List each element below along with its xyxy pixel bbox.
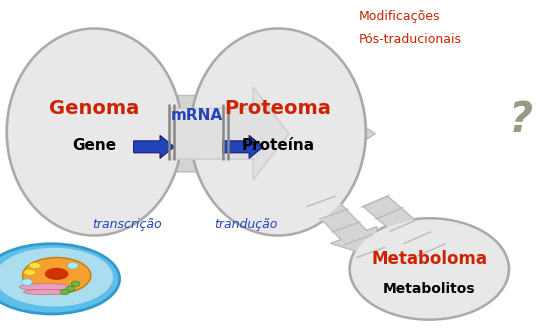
Ellipse shape: [24, 289, 68, 295]
Text: ?: ?: [509, 99, 533, 142]
Ellipse shape: [351, 219, 508, 318]
Text: trandução: trandução: [214, 218, 278, 231]
Ellipse shape: [29, 263, 41, 269]
Text: transcrição: transcrição: [92, 218, 161, 231]
Circle shape: [60, 289, 69, 295]
Ellipse shape: [0, 248, 113, 307]
Text: Pós-traducionais: Pós-traducionais: [359, 33, 462, 46]
Text: Proteoma: Proteoma: [225, 99, 332, 118]
Text: Metaboloma: Metaboloma: [372, 250, 487, 268]
Ellipse shape: [5, 27, 184, 237]
Text: Gene: Gene: [72, 138, 117, 153]
Ellipse shape: [23, 257, 91, 294]
Circle shape: [66, 286, 75, 291]
Polygon shape: [170, 87, 289, 180]
Ellipse shape: [189, 27, 367, 237]
Ellipse shape: [348, 217, 510, 321]
Text: Proteína: Proteína: [241, 138, 315, 153]
Circle shape: [68, 262, 78, 269]
Ellipse shape: [45, 268, 69, 280]
Text: mRNA: mRNA: [171, 108, 223, 123]
Polygon shape: [16, 64, 375, 203]
Text: Metabolitos: Metabolitos: [383, 282, 476, 296]
Ellipse shape: [19, 284, 72, 290]
Polygon shape: [308, 197, 377, 257]
Text: Modificações: Modificações: [359, 10, 441, 23]
Polygon shape: [223, 135, 264, 158]
Polygon shape: [363, 196, 440, 257]
Circle shape: [22, 279, 32, 285]
Circle shape: [71, 281, 80, 286]
Text: Genoma: Genoma: [49, 99, 140, 118]
Ellipse shape: [0, 244, 120, 314]
Polygon shape: [133, 135, 174, 158]
Ellipse shape: [8, 30, 181, 234]
Ellipse shape: [192, 30, 364, 234]
Ellipse shape: [24, 269, 36, 275]
